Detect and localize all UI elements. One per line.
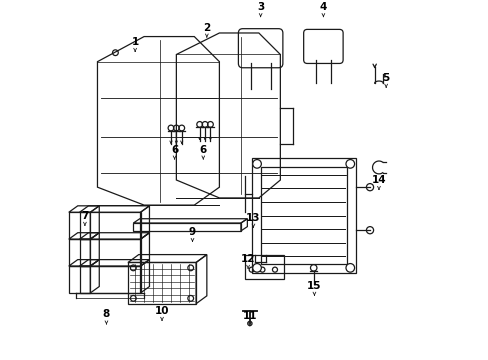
Text: 8: 8: [102, 310, 110, 319]
Text: 6: 6: [171, 144, 178, 154]
Text: 1: 1: [131, 37, 139, 47]
Text: 2: 2: [203, 23, 210, 33]
Text: 9: 9: [188, 227, 196, 237]
Text: 13: 13: [246, 213, 260, 222]
Text: 4: 4: [319, 2, 326, 12]
Circle shape: [346, 159, 354, 168]
Text: 12: 12: [241, 254, 255, 264]
Text: 7: 7: [81, 211, 88, 221]
Text: 15: 15: [306, 281, 321, 291]
Circle shape: [252, 159, 261, 168]
Text: 3: 3: [257, 2, 264, 12]
Text: 5: 5: [382, 73, 389, 83]
Text: 6: 6: [199, 144, 206, 154]
Text: 10: 10: [155, 306, 169, 316]
Text: 14: 14: [371, 175, 386, 185]
Text: 11: 11: [242, 311, 257, 321]
Circle shape: [252, 264, 261, 272]
Circle shape: [346, 264, 354, 272]
